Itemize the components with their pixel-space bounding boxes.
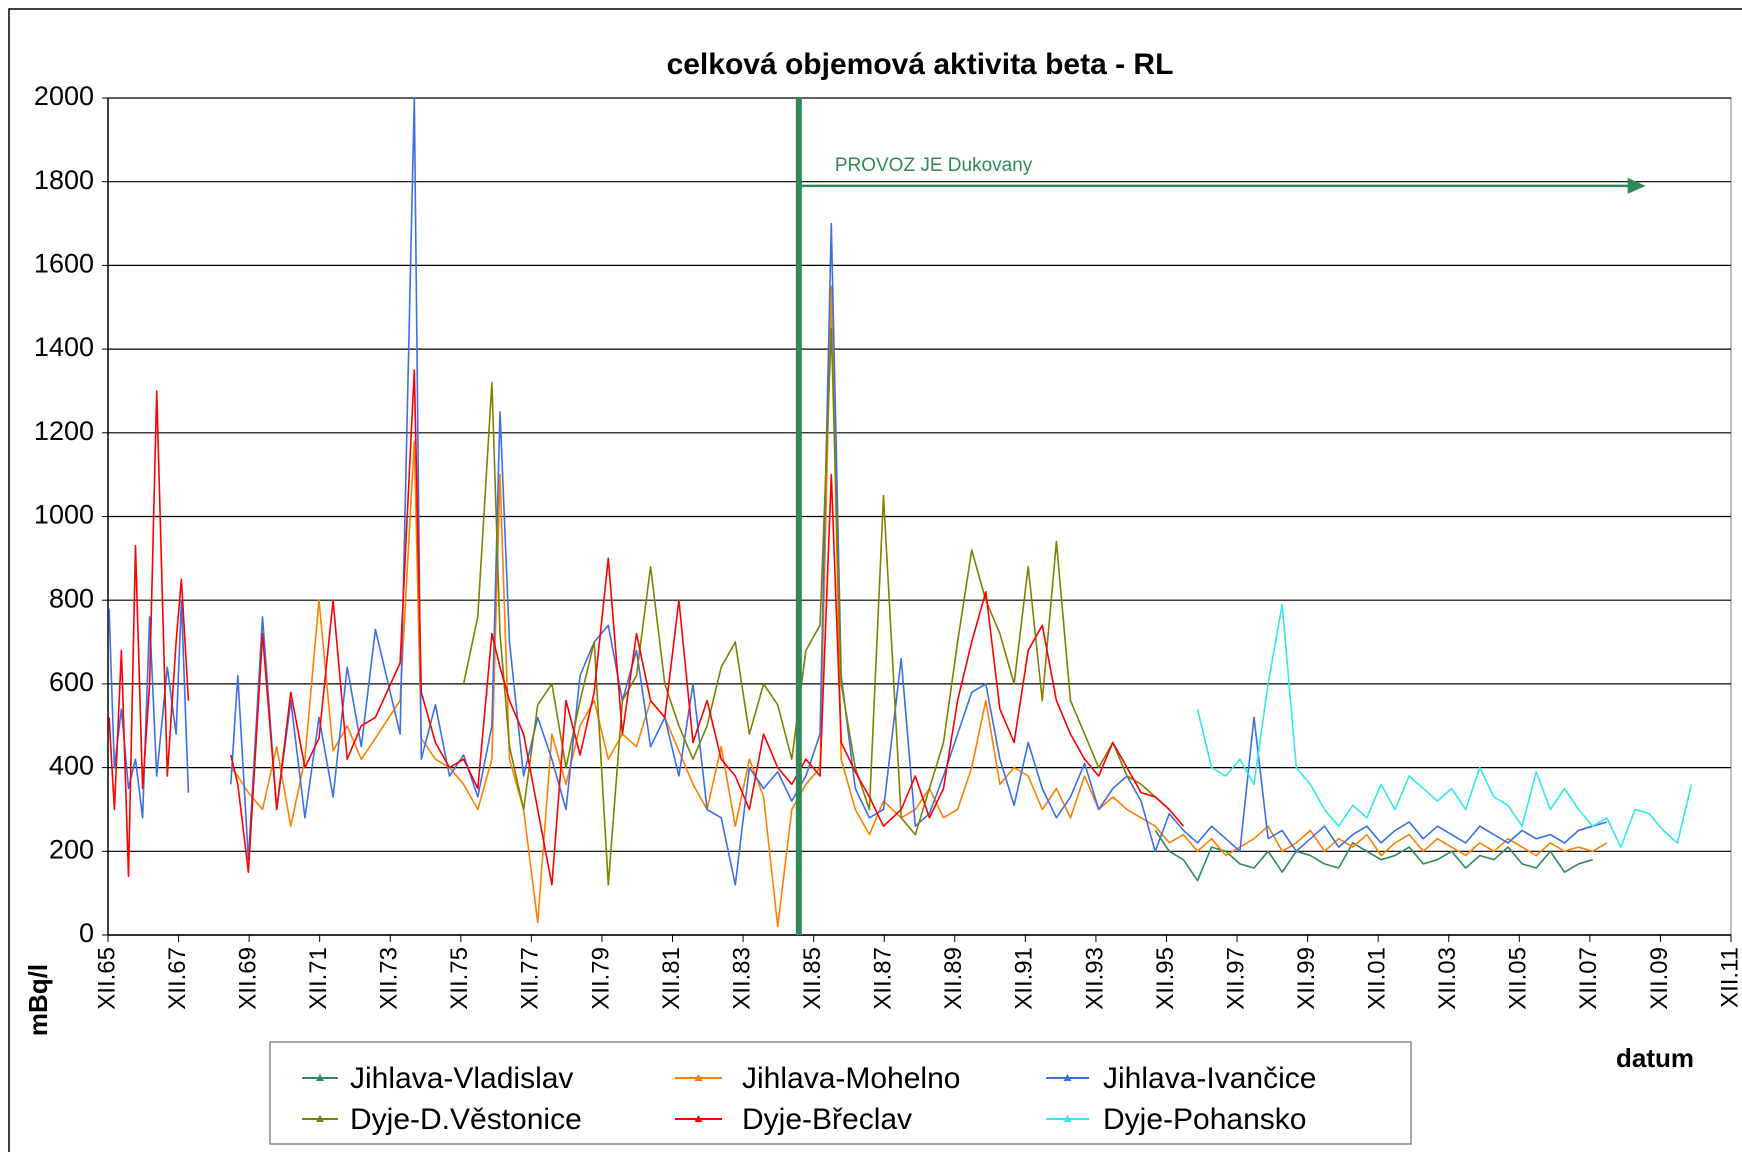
annotation-arrow-head: [1627, 177, 1646, 194]
legend-marker: [694, 1074, 703, 1081]
x-tick-label: XII.79: [587, 947, 614, 1010]
y-tick-label: 1400: [34, 332, 94, 362]
x-tick-label: XII.11: [1716, 947, 1742, 1008]
x-tick-label: XII.83: [728, 947, 755, 1010]
x-tick-label: XII.07: [1575, 947, 1602, 1010]
legend-label: Jihlava-Mohelno: [742, 1062, 960, 1095]
x-tick-label: XII.87: [870, 947, 897, 1010]
legend-marker: [316, 1115, 324, 1122]
y-tick-label: 1200: [34, 416, 94, 446]
legend-marker: [1063, 1115, 1072, 1122]
x-tick-label: XII.71: [305, 947, 332, 1010]
y-tick-label: 1600: [34, 249, 94, 279]
series-line: [462, 327, 1170, 886]
legend-label: Dyje-Pohansko: [1103, 1103, 1306, 1136]
series-line: [1196, 603, 1693, 848]
x-tick-label: XII.09: [1646, 947, 1673, 1010]
y-tick-label: 1000: [34, 500, 94, 530]
y-tick-label: 1800: [34, 165, 94, 195]
x-tick-label: XII.69: [234, 947, 261, 1010]
y-tick-label: 400: [49, 751, 94, 781]
legend-label: Dyje-Břeclav: [742, 1103, 912, 1136]
x-tick-label: XII.81: [658, 947, 685, 1010]
series-line: [108, 369, 1185, 886]
series-line: [230, 285, 1608, 928]
chart-title: celková objemová aktivita beta - RL: [667, 48, 1174, 81]
x-tick-label: XII.67: [164, 947, 191, 1010]
annotation-text: PROVOZ JE Dukovany: [835, 155, 1033, 176]
legend-label: Jihlava-Vladislav: [350, 1062, 573, 1095]
x-tick-label: XII.75: [446, 947, 473, 1010]
x-tick-label: XII.89: [940, 947, 967, 1010]
y-tick-label: 600: [49, 667, 94, 697]
y-tick-label: 200: [49, 834, 94, 864]
legend: [269, 1041, 1412, 1145]
series-line: [108, 97, 1608, 886]
x-tick-label: XII.85: [799, 947, 826, 1010]
x-tick-label: XII.91: [1011, 947, 1038, 1010]
y-tick-label: 800: [49, 583, 94, 613]
y-tick-label: 2000: [34, 81, 94, 111]
y-tick-label: 0: [79, 918, 94, 948]
x-tick-label: XII.65: [93, 947, 120, 1010]
x-tick-label: XII.99: [1293, 947, 1320, 1010]
x-tick-label: XII.05: [1505, 947, 1532, 1010]
legend-marker: [1063, 1074, 1072, 1081]
x-tick-label: XII.01: [1364, 947, 1391, 1010]
x-tick-label: XII.95: [1152, 947, 1179, 1010]
legend-label: Jihlava-Ivančice: [1103, 1062, 1316, 1095]
legend-label: Dyje-D.Věstonice: [350, 1103, 582, 1136]
legend-marker: [316, 1074, 324, 1081]
y-axis-label: mBq/l: [23, 964, 53, 1036]
x-tick-label: XII.03: [1434, 947, 1461, 1010]
x-tick-label: XII.77: [517, 947, 544, 1010]
legend-marker: [694, 1115, 703, 1122]
x-tick-label: XII.97: [1222, 947, 1249, 1010]
x-tick-label: XII.73: [376, 947, 403, 1010]
x-axis-label: datum: [1616, 1043, 1694, 1073]
x-tick-label: XII.93: [1081, 947, 1108, 1010]
